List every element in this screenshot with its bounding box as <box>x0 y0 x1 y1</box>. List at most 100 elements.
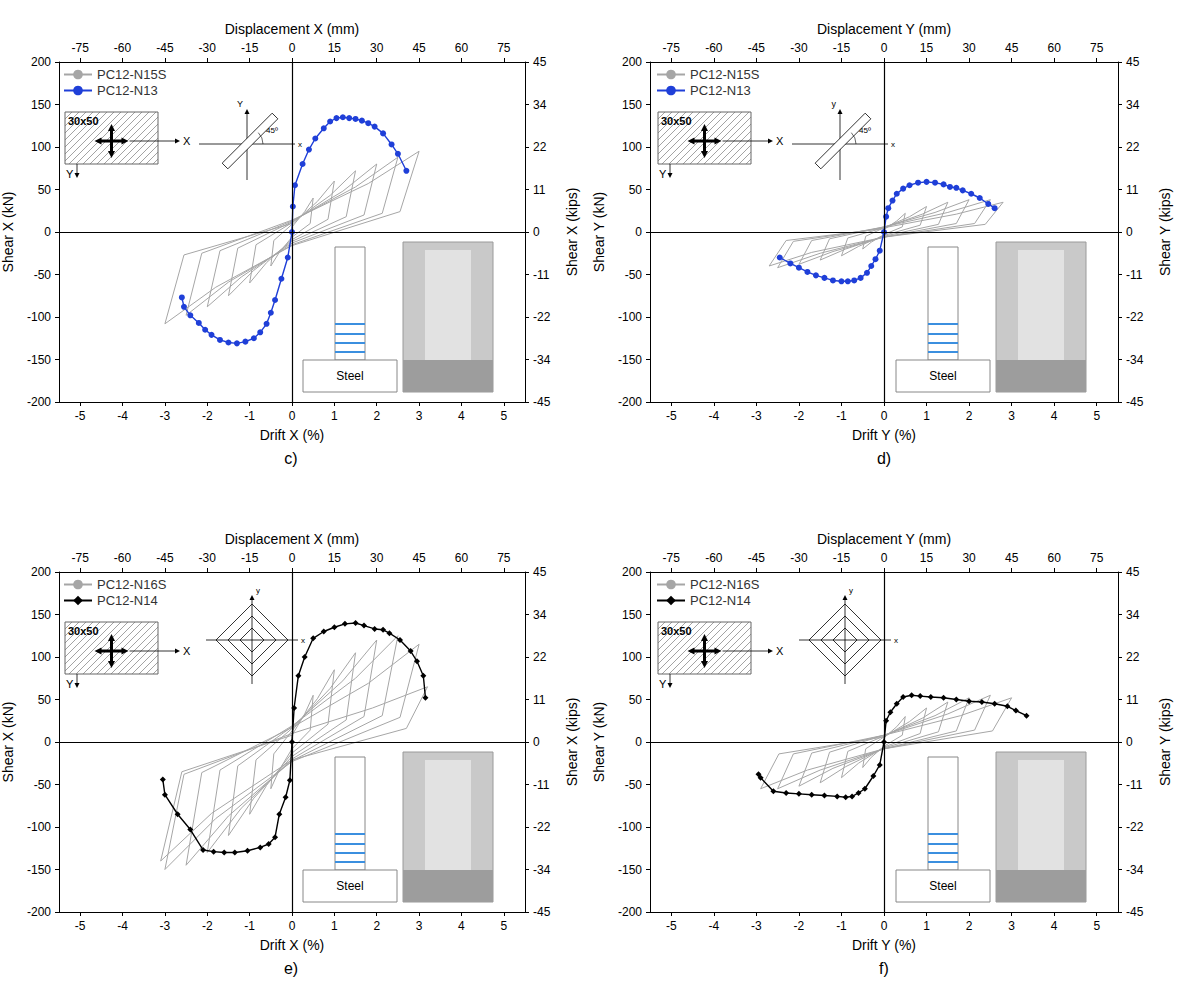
svg-text:-150: -150 <box>27 353 51 367</box>
svg-text:200: 200 <box>31 565 51 579</box>
svg-text:75: 75 <box>1090 551 1104 565</box>
svg-text:-45: -45 <box>156 551 174 565</box>
svg-text:45: 45 <box>1005 551 1019 565</box>
svg-text:34: 34 <box>1126 98 1140 112</box>
svg-text:PC12-N14: PC12-N14 <box>690 593 751 608</box>
svg-text:x: x <box>301 636 305 645</box>
svg-text:45º: 45º <box>266 126 278 135</box>
svg-text:4: 4 <box>1051 919 1058 933</box>
svg-text:-200: -200 <box>618 905 642 919</box>
svg-text:4: 4 <box>458 919 465 933</box>
svg-text:50: 50 <box>629 183 643 197</box>
svg-text:Displacement Y (mm): Displacement Y (mm) <box>817 21 951 37</box>
svg-text:45: 45 <box>1126 55 1140 69</box>
svg-text:-100: -100 <box>618 820 642 834</box>
svg-text:-45: -45 <box>1126 905 1144 919</box>
svg-text:30x50: 30x50 <box>661 625 692 637</box>
svg-text:-60: -60 <box>705 551 723 565</box>
svg-text:100: 100 <box>31 140 51 154</box>
svg-text:2: 2 <box>373 409 380 423</box>
svg-text:22: 22 <box>1126 650 1140 664</box>
svg-text:0: 0 <box>635 735 642 749</box>
svg-text:0: 0 <box>289 409 296 423</box>
svg-text:Drift X (%): Drift X (%) <box>260 427 325 443</box>
svg-text:50: 50 <box>38 183 52 197</box>
svg-text:11: 11 <box>1126 183 1139 197</box>
svg-text:-1: -1 <box>244 919 255 933</box>
svg-text:x: x <box>891 140 895 149</box>
svg-text:0: 0 <box>533 735 540 749</box>
svg-text:34: 34 <box>533 98 547 112</box>
svg-text:-150: -150 <box>618 863 642 877</box>
svg-text:30: 30 <box>370 41 384 55</box>
svg-text:-75: -75 <box>663 551 681 565</box>
svg-text:-34: -34 <box>533 353 551 367</box>
svg-text:-22: -22 <box>1126 310 1144 324</box>
svg-text:0: 0 <box>44 735 51 749</box>
svg-text:y: y <box>849 586 853 595</box>
svg-text:-4: -4 <box>708 919 719 933</box>
svg-text:45º: 45º <box>859 126 871 135</box>
svg-text:-75: -75 <box>72 551 90 565</box>
svg-text:1: 1 <box>331 919 338 933</box>
svg-text:4: 4 <box>458 409 465 423</box>
svg-text:-5: -5 <box>666 919 677 933</box>
svg-text:150: 150 <box>31 608 51 622</box>
svg-text:4: 4 <box>1051 409 1058 423</box>
svg-text:-15: -15 <box>241 41 259 55</box>
svg-text:-5: -5 <box>75 919 86 933</box>
svg-text:2: 2 <box>966 919 973 933</box>
svg-text:34: 34 <box>1126 608 1140 622</box>
svg-text:-1: -1 <box>836 409 847 423</box>
svg-text:y: y <box>832 99 837 109</box>
svg-text:5: 5 <box>500 409 507 423</box>
svg-text:75: 75 <box>497 551 511 565</box>
svg-text:PC12-N16S: PC12-N16S <box>690 577 760 592</box>
svg-text:PC12-N15S: PC12-N15S <box>690 67 760 82</box>
svg-text:PC12-N13: PC12-N13 <box>690 83 751 98</box>
svg-text:0: 0 <box>1126 735 1133 749</box>
svg-text:-15: -15 <box>833 41 851 55</box>
svg-text:d): d) <box>877 450 891 467</box>
svg-text:3: 3 <box>1008 919 1015 933</box>
svg-text:-1: -1 <box>244 409 255 423</box>
svg-text:60: 60 <box>455 41 469 55</box>
svg-text:3: 3 <box>416 409 423 423</box>
svg-text:45: 45 <box>412 551 426 565</box>
svg-text:75: 75 <box>1090 41 1104 55</box>
svg-text:-15: -15 <box>833 551 851 565</box>
svg-text:11: 11 <box>533 693 546 707</box>
svg-text:150: 150 <box>622 608 642 622</box>
svg-text:-100: -100 <box>27 820 51 834</box>
svg-text:11: 11 <box>1126 693 1139 707</box>
svg-text:1: 1 <box>923 409 930 423</box>
svg-text:Shear X (kips): Shear X (kips) <box>564 698 580 787</box>
svg-text:Y: Y <box>66 678 74 690</box>
svg-text:-2: -2 <box>202 919 213 933</box>
svg-text:-3: -3 <box>160 409 171 423</box>
svg-text:Steel: Steel <box>929 879 956 893</box>
svg-text:30: 30 <box>370 551 384 565</box>
svg-text:22: 22 <box>1126 140 1140 154</box>
svg-text:-150: -150 <box>618 353 642 367</box>
svg-text:-75: -75 <box>663 41 681 55</box>
svg-text:-45: -45 <box>748 41 766 55</box>
svg-text:-11: -11 <box>1126 778 1143 792</box>
svg-text:2: 2 <box>966 409 973 423</box>
svg-text:PC12-N16S: PC12-N16S <box>97 577 167 592</box>
svg-text:2: 2 <box>373 919 380 933</box>
svg-text:0: 0 <box>881 551 888 565</box>
svg-text:60: 60 <box>455 551 469 565</box>
svg-text:50: 50 <box>629 693 643 707</box>
svg-text:Y: Y <box>659 678 667 690</box>
svg-text:0: 0 <box>881 409 888 423</box>
svg-text:-34: -34 <box>1126 863 1144 877</box>
svg-text:100: 100 <box>622 140 642 154</box>
svg-text:-11: -11 <box>533 268 550 282</box>
svg-text:-3: -3 <box>751 409 762 423</box>
svg-text:45: 45 <box>1126 565 1140 579</box>
svg-text:-3: -3 <box>751 919 762 933</box>
svg-text:1: 1 <box>923 919 930 933</box>
svg-text:200: 200 <box>622 565 642 579</box>
svg-text:100: 100 <box>622 650 642 664</box>
